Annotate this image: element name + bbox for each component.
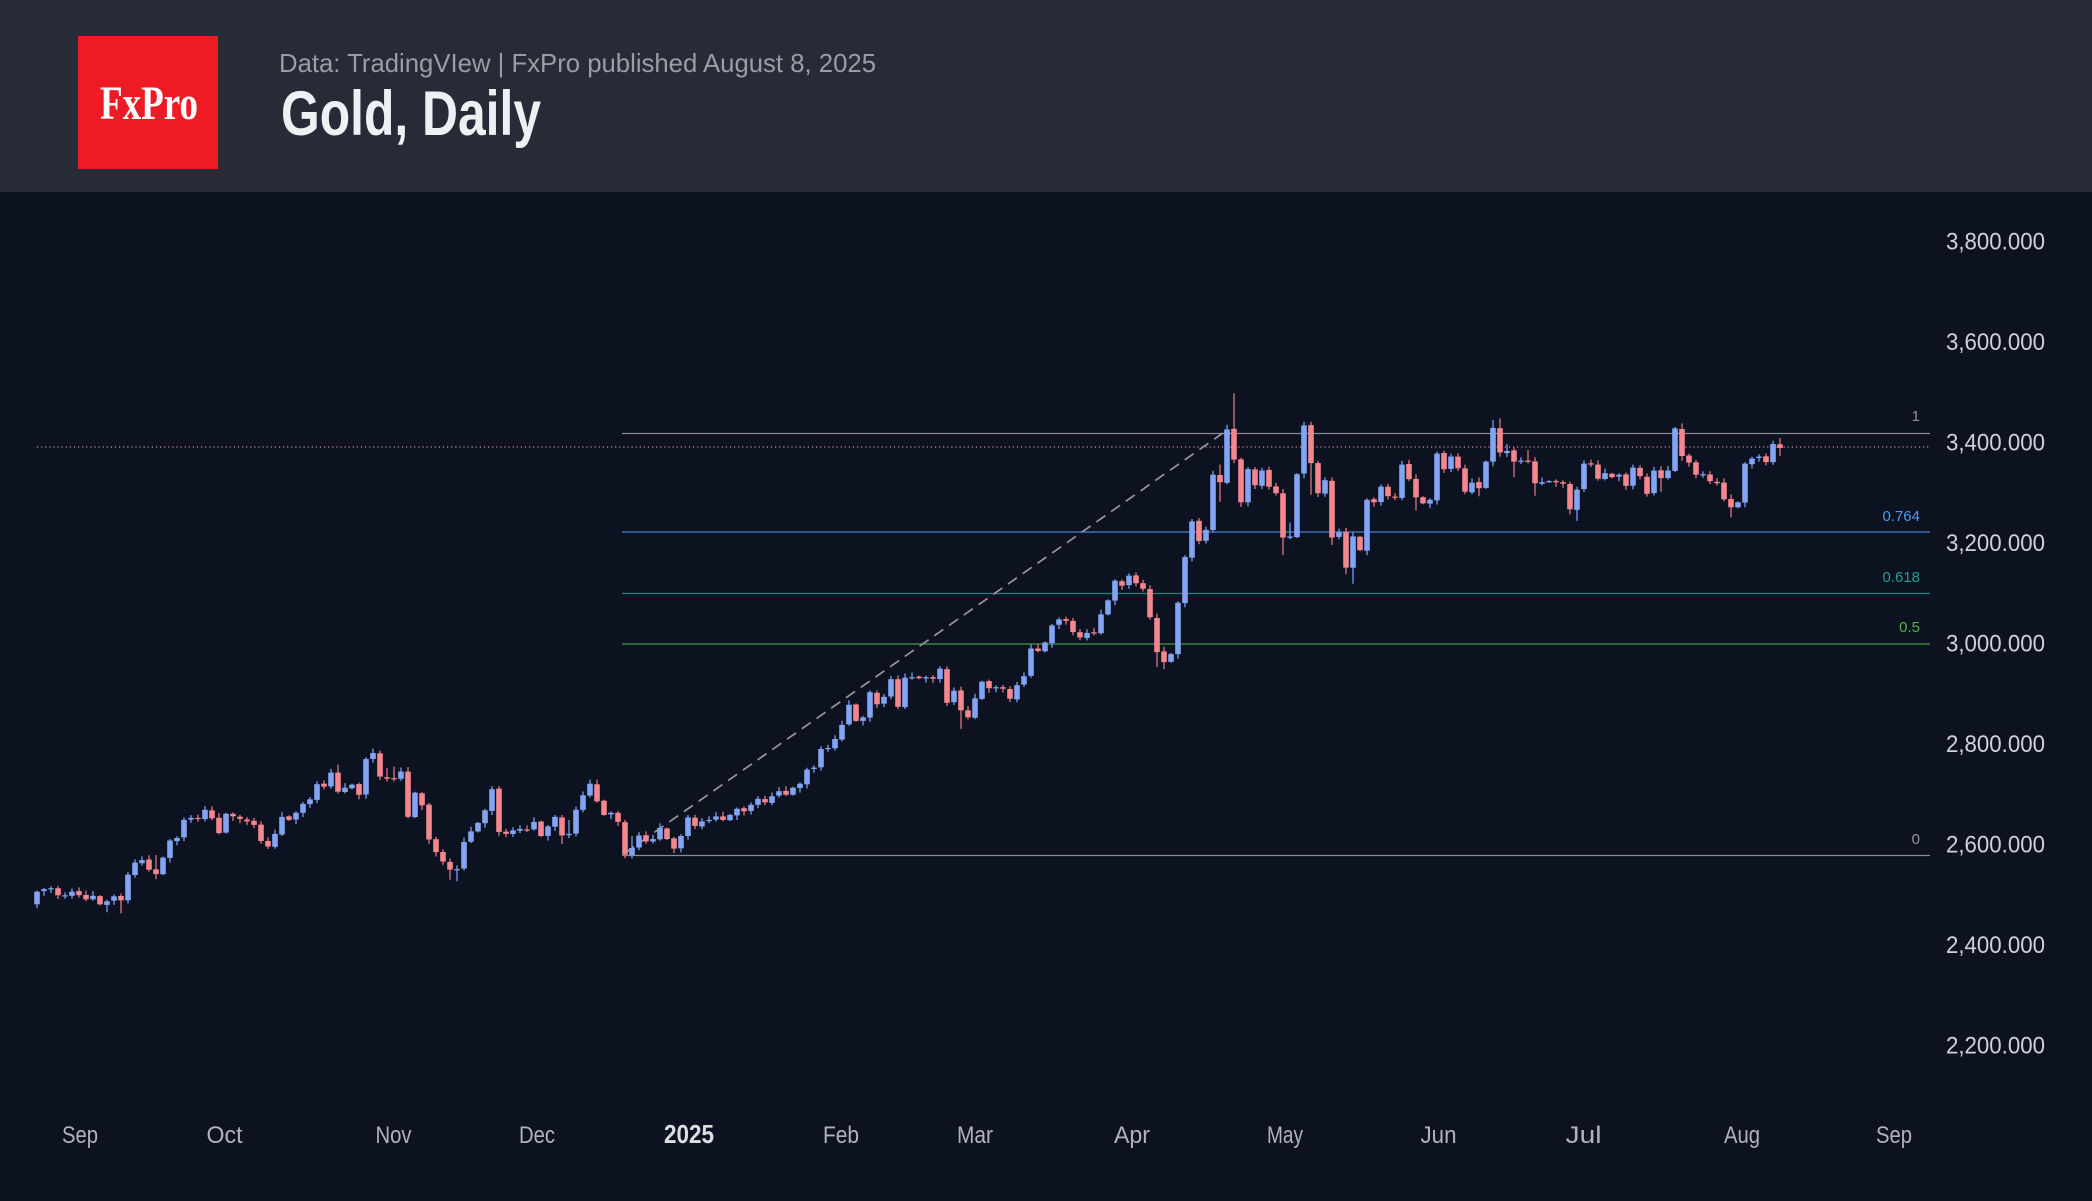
svg-text:2025: 2025 [664, 1119, 714, 1149]
svg-text:Gold, Daily: Gold, Daily [281, 79, 541, 149]
svg-text:2,400.000: 2,400.000 [1946, 932, 2045, 959]
svg-text:Data: TradingVIew | FxPro publ: Data: TradingVIew | FxPro published Augu… [279, 48, 876, 78]
svg-text:Oct: Oct [207, 1122, 243, 1149]
svg-text:FxPro: FxPro [100, 77, 198, 130]
svg-text:2,600.000: 2,600.000 [1946, 832, 2045, 859]
svg-text:1: 1 [1912, 408, 1920, 425]
svg-text:Sep: Sep [62, 1122, 98, 1149]
svg-text:2,800.000: 2,800.000 [1946, 731, 2045, 758]
svg-text:3,200.000: 3,200.000 [1946, 530, 2045, 557]
svg-text:Aug: Aug [1724, 1122, 1760, 1149]
svg-text:0.618: 0.618 [1882, 569, 1920, 586]
svg-text:3,600.000: 3,600.000 [1946, 329, 2045, 356]
svg-text:Apr: Apr [1114, 1122, 1150, 1149]
svg-text:Jun: Jun [1421, 1122, 1457, 1149]
svg-text:May: May [1267, 1122, 1303, 1149]
svg-text:0.764: 0.764 [1882, 508, 1920, 525]
svg-text:Mar: Mar [957, 1122, 993, 1149]
svg-text:0: 0 [1912, 831, 1920, 848]
svg-text:Jul: Jul [1566, 1122, 1602, 1149]
svg-text:Dec: Dec [519, 1122, 555, 1149]
svg-text:Feb: Feb [823, 1122, 859, 1149]
svg-text:3,800.000: 3,800.000 [1946, 229, 2045, 256]
svg-text:3,400.000: 3,400.000 [1946, 430, 2045, 457]
svg-text:Sep: Sep [1876, 1122, 1912, 1149]
svg-text:0.5: 0.5 [1899, 619, 1920, 636]
svg-text:2,200.000: 2,200.000 [1946, 1033, 2045, 1060]
svg-text:Nov: Nov [376, 1122, 412, 1149]
svg-text:3,000.000: 3,000.000 [1946, 631, 2045, 658]
